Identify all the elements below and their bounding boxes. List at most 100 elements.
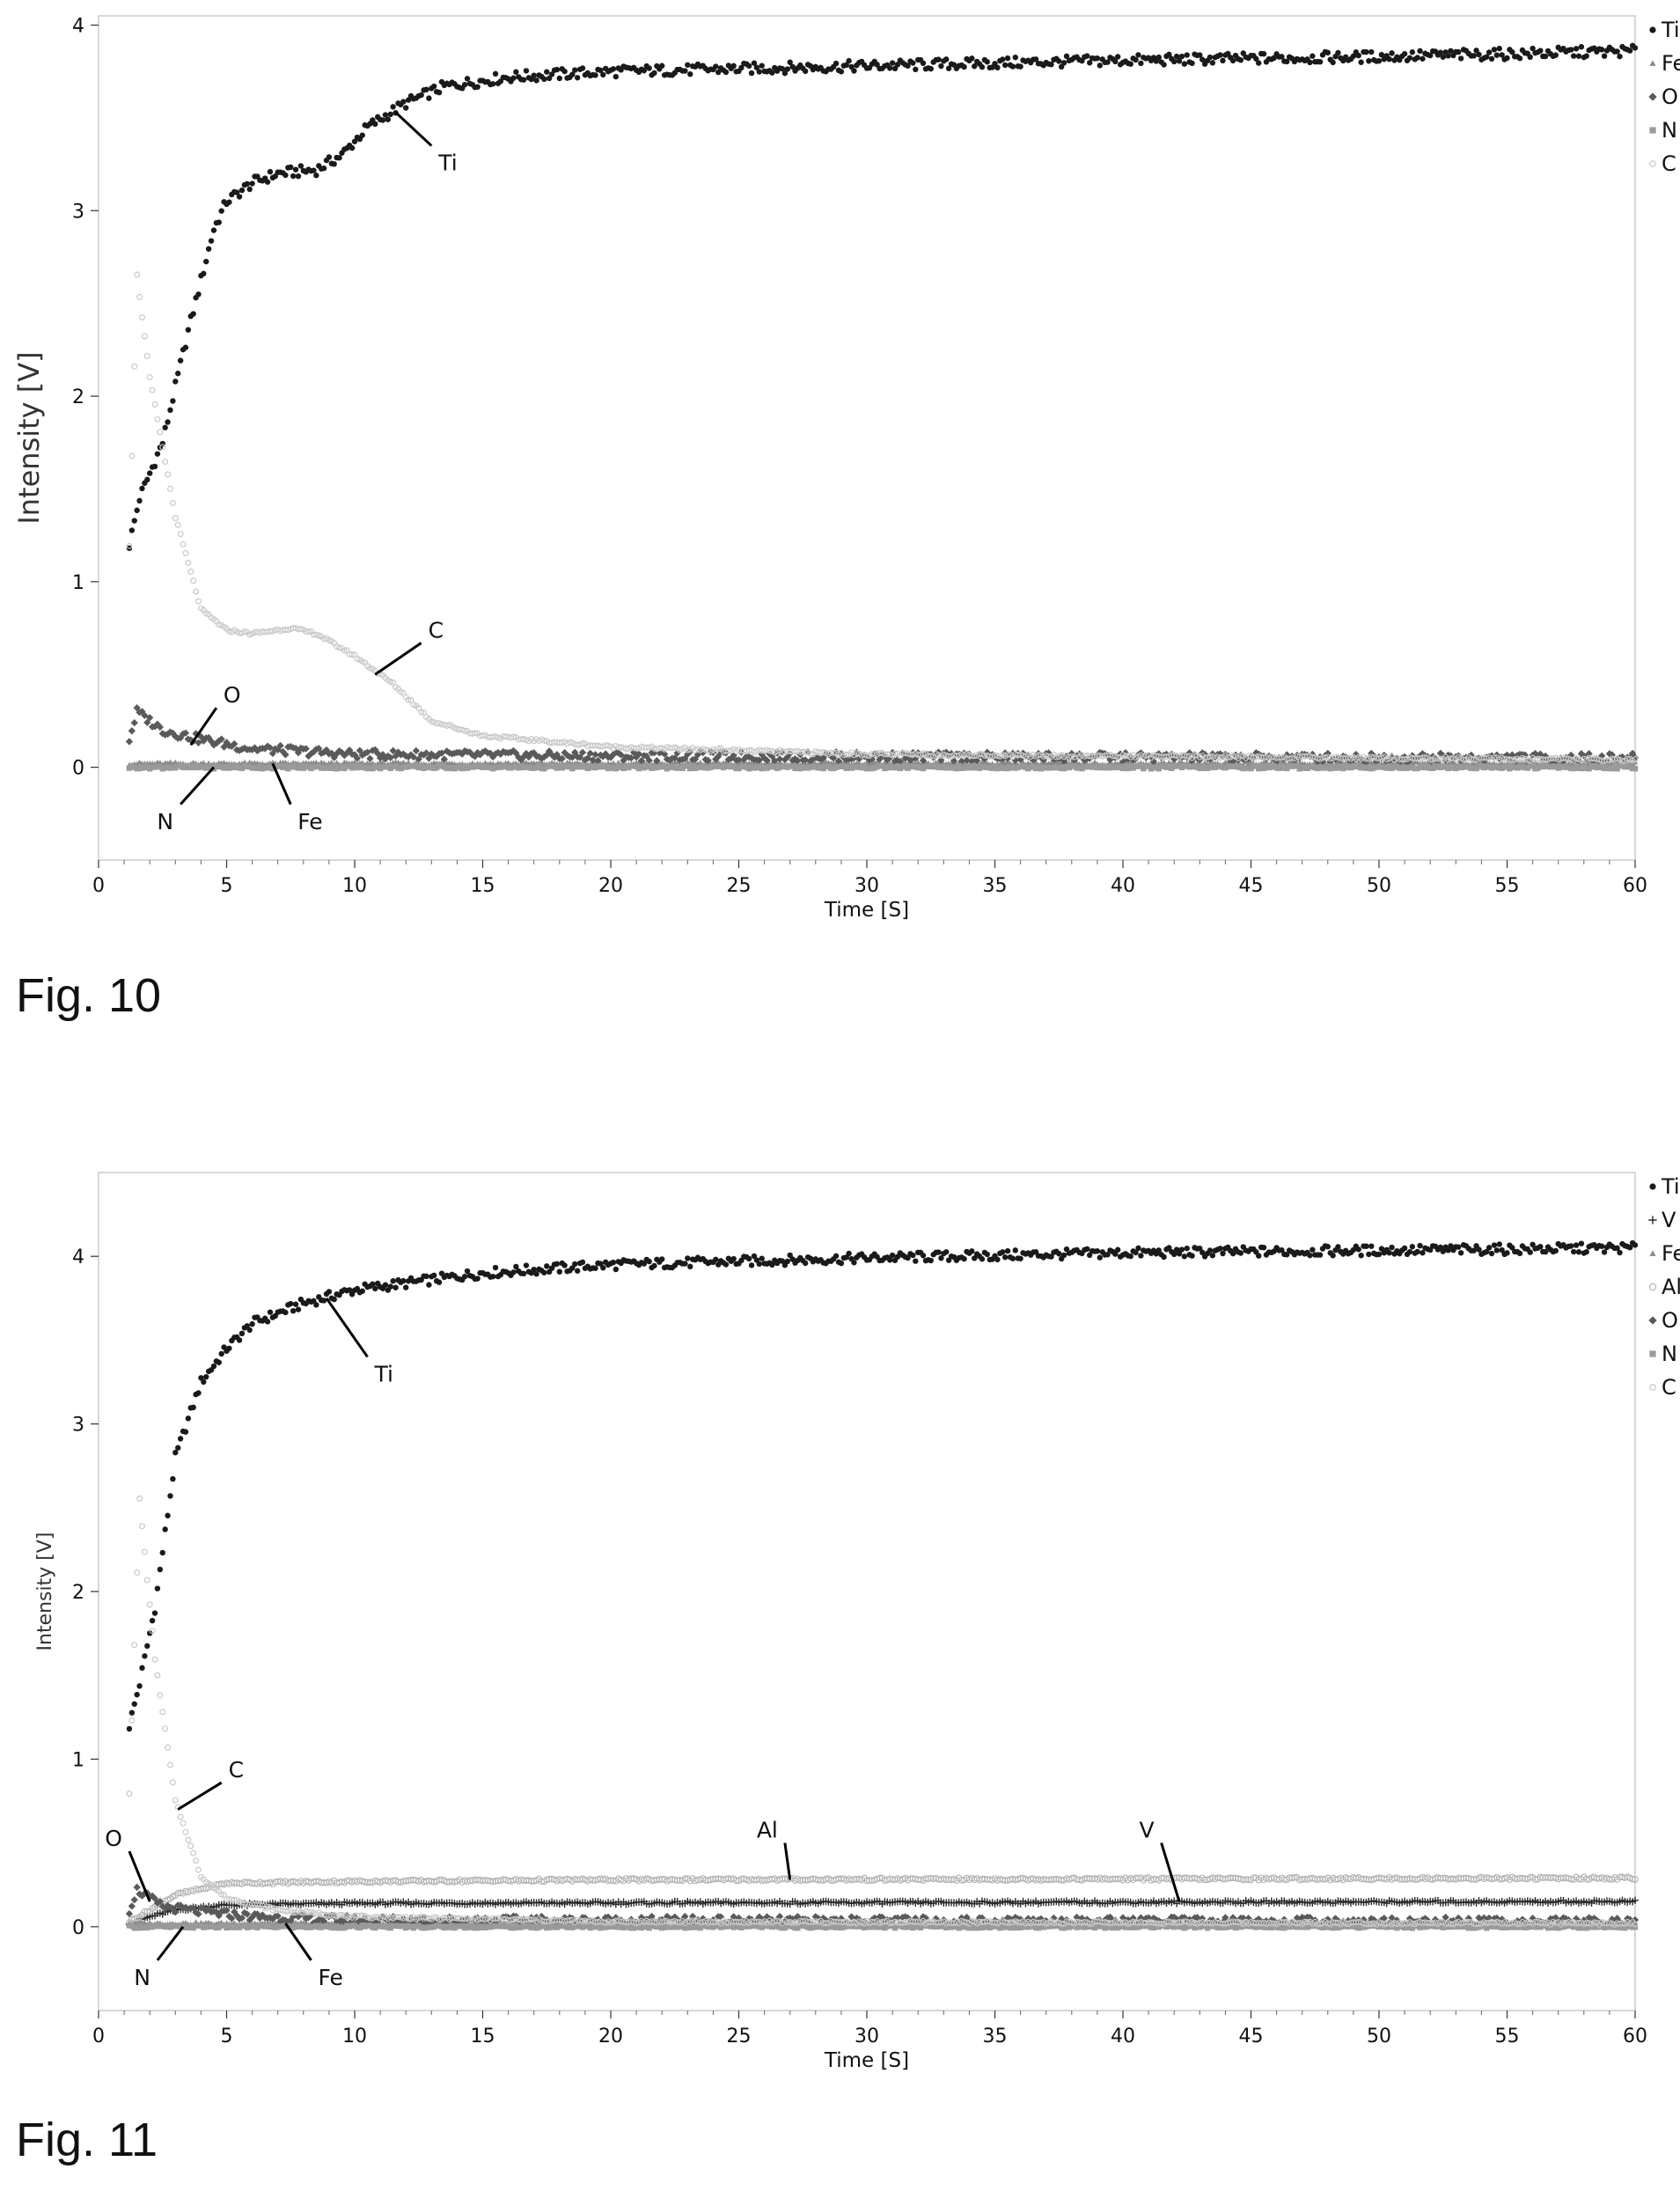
data-point (957, 757, 965, 765)
data-point (366, 754, 374, 762)
data-point (1570, 1248, 1577, 1255)
data-point (1283, 751, 1291, 759)
data-point (359, 132, 365, 138)
data-point (141, 333, 148, 340)
data-point (919, 756, 928, 765)
data-point (182, 549, 189, 556)
data-point (735, 756, 743, 764)
data-point (201, 270, 207, 277)
data-point (713, 63, 719, 70)
data-point (1383, 756, 1390, 763)
data-point (320, 1298, 327, 1304)
data-point (208, 238, 215, 244)
data-point (1437, 1244, 1444, 1251)
data-point (745, 746, 752, 754)
y-tick-label: 3 (72, 1415, 84, 1437)
data-point (366, 665, 373, 672)
data-point (1437, 755, 1444, 762)
data-point (889, 60, 896, 66)
data-point (1220, 57, 1226, 64)
data-point (779, 1258, 786, 1264)
data-point (351, 138, 358, 144)
data-point (1199, 56, 1206, 62)
data-point (1133, 56, 1139, 63)
x-tick-label: 35 (983, 875, 1008, 897)
data-point (1060, 1252, 1067, 1259)
data-point (315, 745, 323, 753)
data-point (290, 1307, 297, 1314)
data-point (579, 1259, 586, 1266)
data-point (1575, 1249, 1582, 1255)
data-point (172, 1449, 179, 1456)
data-point (1207, 1247, 1214, 1254)
data-point (704, 756, 712, 765)
data-point (1012, 1247, 1018, 1254)
data-point (279, 747, 287, 756)
data-point (492, 70, 499, 77)
data-point (673, 749, 681, 757)
data-point (136, 293, 143, 300)
data-point (174, 521, 181, 528)
data-point (172, 379, 179, 385)
data-point (249, 180, 255, 187)
data-point (238, 1330, 246, 1337)
data-point (264, 1319, 271, 1325)
data-point (1421, 754, 1428, 761)
data-point (979, 1256, 986, 1262)
data-point (531, 1266, 537, 1273)
data-point (1440, 1248, 1446, 1254)
data-point (1516, 55, 1523, 62)
data-point (1448, 48, 1454, 54)
data-point (1491, 754, 1498, 761)
data-point (126, 1725, 133, 1732)
data-point (1135, 52, 1141, 58)
data-point (591, 751, 599, 759)
data-point (1178, 1246, 1185, 1253)
data-point (1460, 756, 1467, 763)
data-point (1284, 58, 1290, 65)
legend-label-ti: Ti (1661, 18, 1680, 42)
data-point (651, 1262, 657, 1269)
data-point (241, 628, 248, 635)
data-point (715, 759, 722, 765)
data-point (1499, 52, 1505, 58)
data-point (169, 499, 176, 506)
data-point (592, 72, 598, 78)
data-point (162, 1526, 168, 1533)
data-point (779, 65, 786, 72)
data-point (1171, 1251, 1177, 1258)
data-point (146, 714, 154, 722)
data-point (205, 246, 212, 252)
data-point (1437, 49, 1444, 55)
data-point (210, 1363, 217, 1370)
data-point (236, 194, 243, 200)
data-point (1363, 1243, 1369, 1249)
data-point (945, 65, 952, 71)
data-point (320, 165, 327, 172)
data-point (541, 1269, 547, 1276)
data-point (1217, 754, 1224, 761)
data-point (1601, 1249, 1608, 1255)
data-point (682, 1261, 688, 1267)
data-point (969, 55, 975, 62)
legend-label-c: C (1662, 151, 1676, 176)
data-point (170, 1475, 176, 1482)
data-point (1570, 53, 1577, 59)
data-point (1542, 53, 1549, 60)
x-tick-label: 0 (92, 2026, 105, 2048)
data-point (1114, 1246, 1121, 1253)
data-point (920, 60, 927, 66)
x-tick-label: 30 (855, 875, 879, 897)
data-point (1376, 1251, 1383, 1258)
data-point (1135, 1245, 1141, 1252)
data-point (1568, 47, 1574, 53)
data-point (1488, 55, 1495, 62)
data-point (218, 208, 224, 214)
data-point (1440, 54, 1446, 60)
data-point (1199, 1249, 1206, 1256)
data-point (1084, 53, 1090, 59)
data-point (1542, 1248, 1549, 1255)
data-point (979, 63, 986, 70)
data-point (713, 1256, 719, 1262)
